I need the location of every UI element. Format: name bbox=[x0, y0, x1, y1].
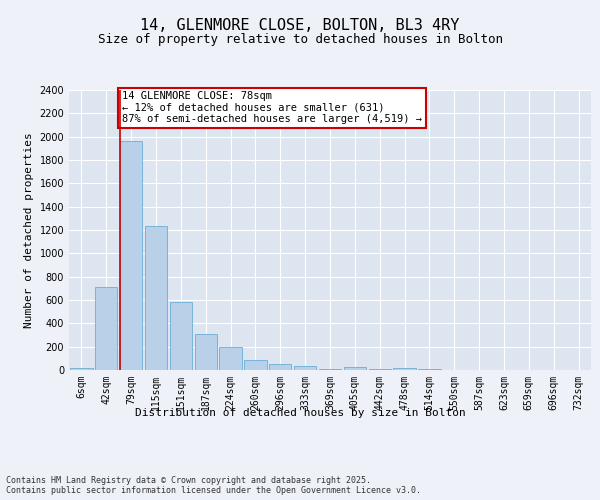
Y-axis label: Number of detached properties: Number of detached properties bbox=[24, 132, 34, 328]
Text: 14, GLENMORE CLOSE, BOLTON, BL3 4RY: 14, GLENMORE CLOSE, BOLTON, BL3 4RY bbox=[140, 18, 460, 32]
Bar bbox=[220, 347, 242, 370]
Bar bbox=[394, 368, 416, 370]
Bar bbox=[95, 287, 118, 370]
Bar bbox=[120, 142, 142, 370]
Bar bbox=[368, 369, 391, 370]
Bar bbox=[294, 366, 316, 370]
Text: Size of property relative to detached houses in Bolton: Size of property relative to detached ho… bbox=[97, 32, 503, 46]
Bar bbox=[319, 369, 341, 370]
Bar bbox=[344, 366, 366, 370]
Text: Contains HM Land Registry data © Crown copyright and database right 2025.
Contai: Contains HM Land Registry data © Crown c… bbox=[6, 476, 421, 495]
Bar bbox=[145, 226, 167, 370]
Bar bbox=[244, 360, 266, 370]
Text: Distribution of detached houses by size in Bolton: Distribution of detached houses by size … bbox=[134, 408, 466, 418]
Text: 14 GLENMORE CLOSE: 78sqm
← 12% of detached houses are smaller (631)
87% of semi-: 14 GLENMORE CLOSE: 78sqm ← 12% of detach… bbox=[122, 91, 422, 124]
Bar bbox=[170, 302, 192, 370]
Bar bbox=[269, 364, 292, 370]
Bar bbox=[194, 334, 217, 370]
Bar bbox=[70, 368, 92, 370]
